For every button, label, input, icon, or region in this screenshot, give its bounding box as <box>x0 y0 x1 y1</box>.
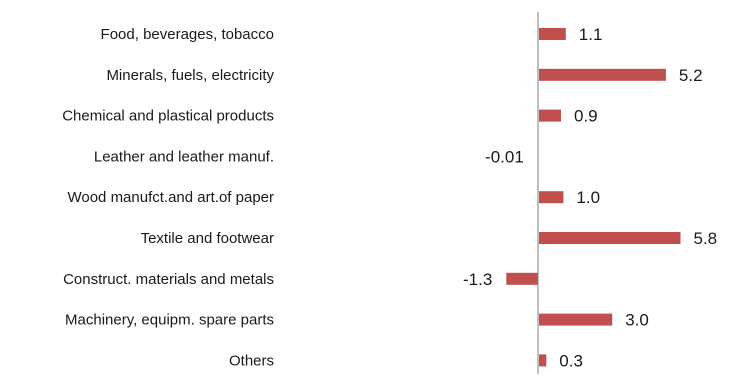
bar <box>539 191 564 204</box>
category-label: Construct. materials and metals <box>63 271 274 288</box>
bars-group <box>506 28 681 367</box>
category-label: Textile and footwear <box>141 230 274 247</box>
category-label: Minerals, fuels, electricity <box>106 67 274 84</box>
bar <box>506 272 538 285</box>
bar <box>539 232 681 244</box>
category-label: Leather and leather manuf. <box>94 148 274 165</box>
value-labels: 1.1 5.2 0.9 -0.01 1.0 5.8 -1.3 3.0 0.3 <box>463 25 717 370</box>
category-label: Chemical and plastical products <box>62 108 274 125</box>
bar <box>539 109 561 122</box>
value-label: 1.1 <box>579 25 603 44</box>
category-label: Machinery, equipm. spare parts <box>65 312 274 329</box>
value-label: 3.0 <box>625 311 649 330</box>
value-label: 5.8 <box>694 229 718 248</box>
bar <box>539 28 566 40</box>
bar <box>539 68 666 81</box>
category-labels: Food, beverages, tobacco Minerals, fuels,… <box>62 26 274 369</box>
category-label: Food, beverages, tobacco <box>101 26 274 43</box>
bar <box>539 354 547 367</box>
value-label: 5.2 <box>679 66 703 85</box>
value-label: 0.3 <box>559 351 583 370</box>
value-label: 0.9 <box>574 107 598 126</box>
category-label: Wood manufct.and art.of paper <box>67 189 274 206</box>
value-label: 1.0 <box>576 188 600 207</box>
category-label: Others <box>229 352 274 369</box>
bar <box>539 313 613 326</box>
value-label: -0.01 <box>485 147 524 166</box>
value-label: -1.3 <box>463 270 492 289</box>
